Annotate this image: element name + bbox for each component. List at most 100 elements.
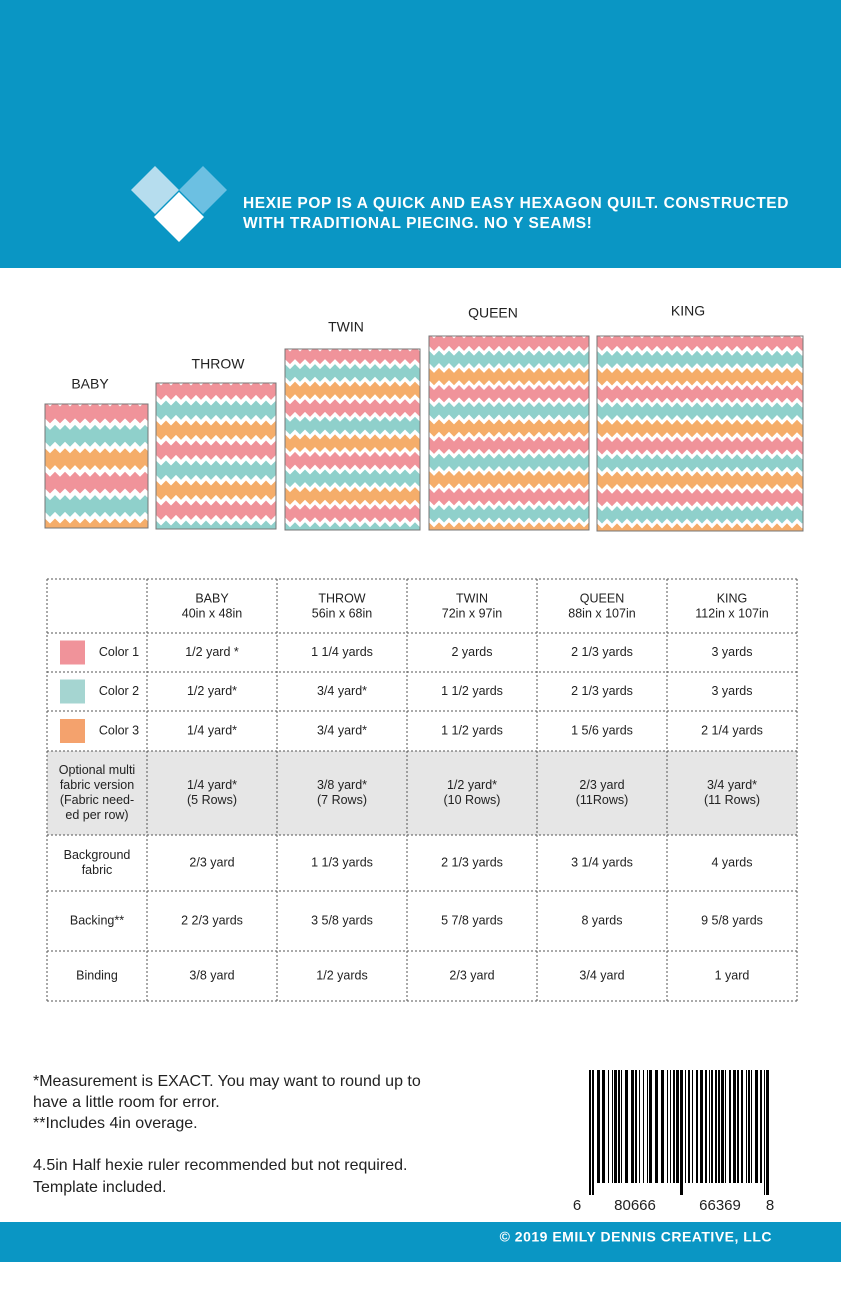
barcode-bar xyxy=(614,1070,617,1183)
table-cell: (10 Rows) xyxy=(444,793,501,807)
quilt xyxy=(429,336,589,530)
table-cell: 1 1/4 yards xyxy=(311,645,373,659)
quilt-band xyxy=(429,336,589,351)
row-label: fabric xyxy=(82,863,113,877)
barcode-bar xyxy=(618,1070,620,1183)
quilt xyxy=(285,349,420,530)
barcode-bar xyxy=(755,1070,758,1183)
table-cell: 2 1/4 yards xyxy=(701,723,763,737)
row-label: (Fabric need- xyxy=(60,793,134,807)
column-size: 56in x 68in xyxy=(312,606,373,620)
table-cell: 3 1/4 yards xyxy=(571,855,633,869)
logo-left xyxy=(131,166,179,214)
barcode-digit: 8 xyxy=(766,1197,774,1214)
quilt-band xyxy=(429,402,589,420)
table-cell: 2/3 yard xyxy=(189,855,234,869)
quilt-label: QUEEN xyxy=(468,305,518,321)
quilt-band xyxy=(429,419,589,437)
barcode-bar xyxy=(737,1070,739,1183)
barcode-bar xyxy=(643,1070,644,1183)
barcode-bar xyxy=(766,1070,769,1195)
barcode-bar xyxy=(639,1070,640,1183)
barcode-bar xyxy=(631,1070,634,1183)
quilt-band xyxy=(597,506,803,524)
barcode-bar xyxy=(670,1070,671,1183)
table-cell: 9 5/8 yards xyxy=(701,913,763,927)
quilt-band xyxy=(285,381,420,400)
barcode-bar xyxy=(733,1070,736,1183)
table-cell: 2 1/3 yards xyxy=(441,855,503,869)
row-label: Color 2 xyxy=(99,684,139,698)
column-name: KING xyxy=(717,591,748,605)
color-swatch xyxy=(60,719,85,743)
barcode-bar xyxy=(647,1070,648,1183)
table-cell: 3/8 yard* xyxy=(317,778,367,792)
table-cell: 3 yards xyxy=(712,684,753,698)
column-size: 72in x 97in xyxy=(442,606,503,620)
color-swatch xyxy=(60,640,85,665)
quilt-band xyxy=(597,402,803,420)
quilt-band xyxy=(429,367,589,386)
table-cell: (11Rows) xyxy=(576,793,629,807)
quilt-band xyxy=(285,487,420,505)
row-label: ed per row) xyxy=(65,808,128,822)
quilt-band xyxy=(429,436,589,454)
barcode-bar xyxy=(709,1070,710,1183)
note-line: 4.5in Half hexie ruler recommended but n… xyxy=(33,1157,407,1174)
quilt-band xyxy=(597,471,803,489)
quilt-label: THROW xyxy=(192,356,246,372)
quilt-band xyxy=(156,440,276,460)
barcode-bar xyxy=(748,1070,750,1183)
barcode-bar xyxy=(621,1070,622,1183)
table-cell: 1/2 yard* xyxy=(447,778,497,792)
barcode-bar xyxy=(700,1070,703,1183)
barcode-bar xyxy=(760,1070,762,1183)
barcode-digit: 6 xyxy=(573,1197,581,1214)
barcode-bar xyxy=(721,1070,724,1183)
table-cell: 1 1/2 yards xyxy=(441,723,503,737)
table-cell: 1/2 yard* xyxy=(187,684,237,698)
barcode-digit: 80666 xyxy=(614,1197,656,1214)
quilt-band xyxy=(156,480,276,500)
quilt-band xyxy=(285,349,420,365)
footer-band xyxy=(0,1222,841,1262)
barcode-bar xyxy=(725,1070,726,1183)
barcode-bar xyxy=(696,1070,698,1183)
quilt-band xyxy=(156,520,276,529)
table-cell: 3/8 yard xyxy=(189,968,234,982)
table-cell: 2 1/3 yards xyxy=(571,645,633,659)
table-cell: 3/4 yard* xyxy=(317,684,367,698)
quilt-band xyxy=(429,385,589,403)
barcode-bar xyxy=(635,1070,637,1183)
quilt-band xyxy=(156,500,276,520)
quilt xyxy=(156,383,276,529)
table-cell: 1/2 yard * xyxy=(185,645,239,659)
note-line: have a little room for error. xyxy=(33,1094,220,1111)
barcode-bar xyxy=(676,1070,679,1183)
barcode-bar xyxy=(705,1070,707,1183)
note-line: **Includes 4in overage. xyxy=(33,1115,198,1132)
barcode-bar xyxy=(729,1070,731,1183)
table-cell: 4 yards xyxy=(712,855,753,869)
quilt-border xyxy=(44,403,149,529)
barcode-bar xyxy=(711,1070,713,1183)
note-line: Template included. xyxy=(33,1179,166,1196)
table-cell: 8 yards xyxy=(582,913,623,927)
table-cell: 3/4 yard* xyxy=(707,778,757,792)
barcode-bar xyxy=(688,1070,690,1183)
row-label: Backing** xyxy=(70,913,124,927)
barcode-bar xyxy=(764,1070,765,1195)
quilt-band xyxy=(597,523,803,531)
table-cell: 2/3 yard xyxy=(579,778,624,792)
table-cell: 2 2/3 yards xyxy=(181,913,243,927)
quilt-band xyxy=(285,451,420,470)
barcode-bar xyxy=(661,1070,664,1183)
quilt-border xyxy=(155,382,277,530)
barcode-bar xyxy=(680,1070,683,1195)
barcode-bar xyxy=(751,1070,752,1183)
quilt-band xyxy=(285,399,420,417)
column-name: TWIN xyxy=(456,591,488,605)
barcode-bar xyxy=(592,1070,594,1195)
quilt-band xyxy=(45,404,148,424)
